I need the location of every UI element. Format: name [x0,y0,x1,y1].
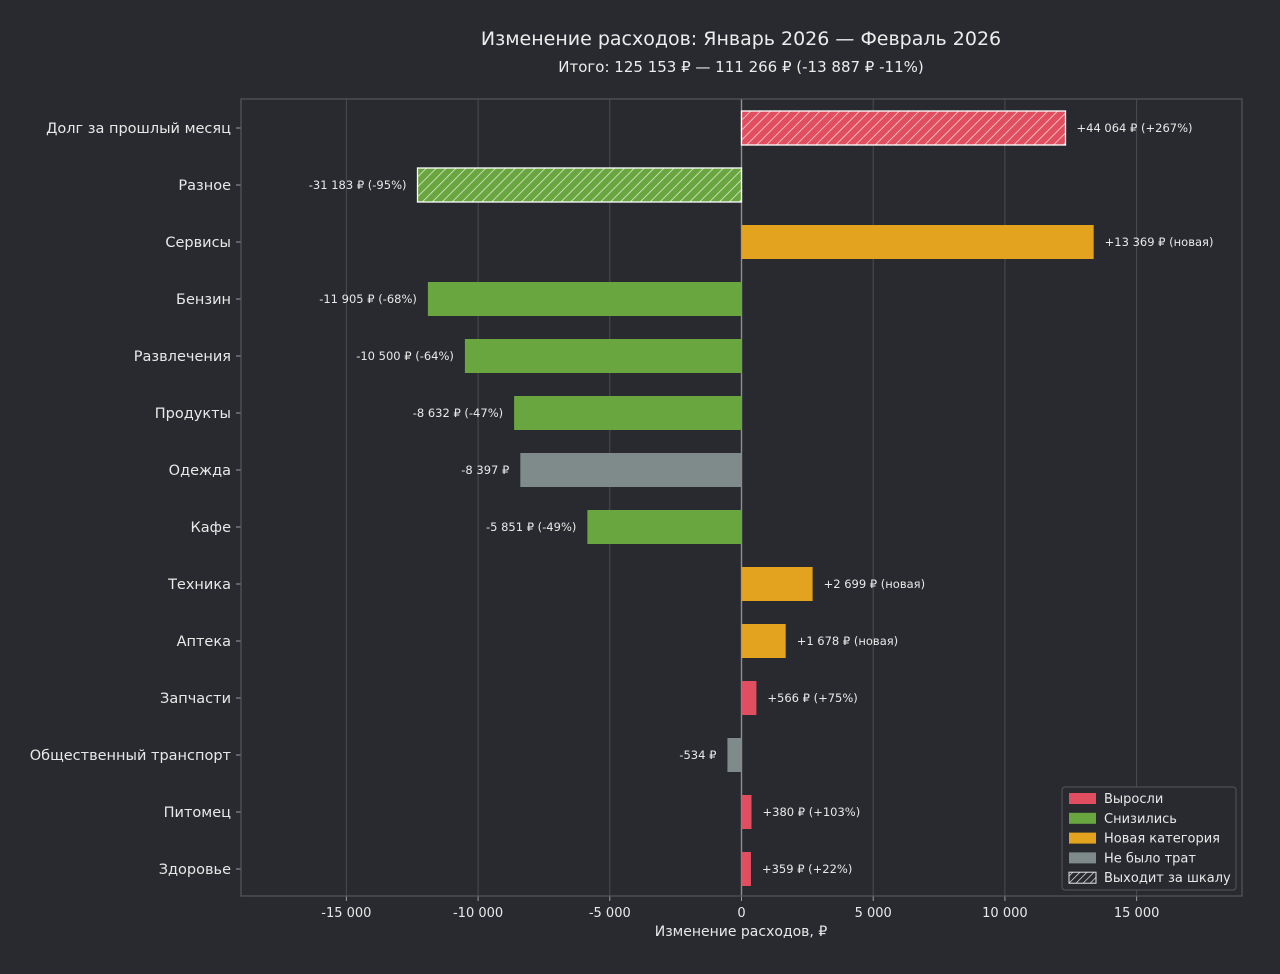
bar-label-кафе: -5 851 ₽ (-49%) [486,520,576,534]
category-label-питомец: Питомец [164,805,232,821]
chart-subtitle: Итого: 125 153 ₽ — 111 266 ₽ (-13 887 ₽ … [558,58,923,76]
category-label-техника: Техника [167,577,231,593]
bar-label-техника: +2 699 ₽ (новая) [824,577,925,591]
category-label-общественный-транспорт: Общественный транспорт [30,748,232,764]
legend-swatch-new_category [1069,832,1096,844]
category-label-здоровье: Здоровье [159,862,231,878]
bar-label-бензин: -11 905 ₽ (-68%) [319,292,417,306]
category-label-разное: Разное [178,178,231,194]
bar-label-запчасти: +566 ₽ (+75%) [767,691,857,705]
bar-продукты [514,396,742,430]
legend-label-grew: Выросли [1104,792,1163,807]
bar-label-общественный-транспорт: -534 ₽ [679,748,716,762]
legend-swatch-clipped [1068,871,1097,884]
category-label-сервисы: Сервисы [165,235,231,251]
bar-техника [741,567,813,601]
category-label-бензин: Бензин [176,292,231,308]
category-labels: Долг за прошлый месяц Разное Сервисы Бензин… [30,121,241,878]
bar-label-разное: -31 183 ₽ (-95%) [309,178,407,192]
bar-labels: +44 064 ₽ (+267%) -31 183 ₽ (-95%) +13 369… [309,121,1214,876]
bar-label-развлечения: -10 500 ₽ (-64%) [356,349,454,363]
bar-label-продукты: -8 632 ₽ (-47%) [413,406,503,420]
bar-кафе [587,510,742,544]
chart-title: Изменение расходов: Январь 2026 — Феврал… [481,28,1001,50]
bar-питомец [741,795,752,829]
legend-label-clipped: Выходит за шкалу [1104,871,1231,886]
x-tick-label: -10 000 [453,906,503,921]
bar-сервисы [741,225,1094,259]
category-label-одежда: Одежда [169,463,231,479]
legend-label-new_category: Новая категория [1104,832,1220,847]
x-axis-label: Изменение расходов, ₽ [655,924,828,940]
category-label-развлечения: Развлечения [134,349,231,365]
bar-label-здоровье: +359 ₽ (+22%) [762,862,852,876]
bar-аптека [741,624,786,658]
bar-развлечения [464,339,742,373]
bar-одежда [520,453,742,487]
legend-label-decreased: Снизились [1104,812,1177,827]
plot-frame [240,98,1243,897]
category-label-продукты: Продукты [155,406,231,422]
category-label-кафе: Кафе [191,520,232,536]
bar-label-сервисы: +13 369 ₽ (новая) [1105,235,1214,249]
legend-label-no_spend: Не было трат [1104,851,1196,866]
bar-разное [416,167,743,203]
bar-label-аптека: +1 678 ₽ (новая) [797,634,898,648]
bar-label-одежда: -8 397 ₽ [461,463,509,477]
legend-swatch-grew [1069,793,1096,804]
bar-общественный-транспорт [727,738,742,772]
category-label-долг-за-прошлый-месяц: Долг за прошлый месяц [46,121,231,137]
bar-label-питомец: +380 ₽ (+103%) [763,805,861,819]
bars [416,110,1094,886]
x-tick-label: -5 000 [589,906,631,921]
legend-swatch-decreased [1069,812,1096,824]
legend-swatch-no_spend [1069,852,1096,864]
bar-запчасти [741,681,757,715]
grid [345,99,1138,896]
legend-box [1061,786,1237,891]
bar-бензин [427,282,742,316]
bar-label-долг-за-прошлый-месяц: +44 064 ₽ (+267%) [1077,121,1193,135]
legend: Выросли Снизились Новая категория Не было т… [1061,786,1237,891]
x-tick-label: 5 000 [855,906,892,921]
bar-здоровье [741,852,751,886]
x-tick-label: -15 000 [321,906,371,921]
x-tick-label: 0 [737,906,745,921]
category-label-аптека: Аптека [177,634,231,650]
x-axis-ticks: -15 000 -10 000 -5 000 0 5 000 10 000 15 000 [321,896,1159,921]
bar-долг-за-прошлый-месяц [740,110,1067,146]
x-tick-label: 10 000 [982,906,1028,921]
x-tick-label: 15 000 [1114,906,1160,921]
category-label-запчасти: Запчасти [160,691,231,707]
